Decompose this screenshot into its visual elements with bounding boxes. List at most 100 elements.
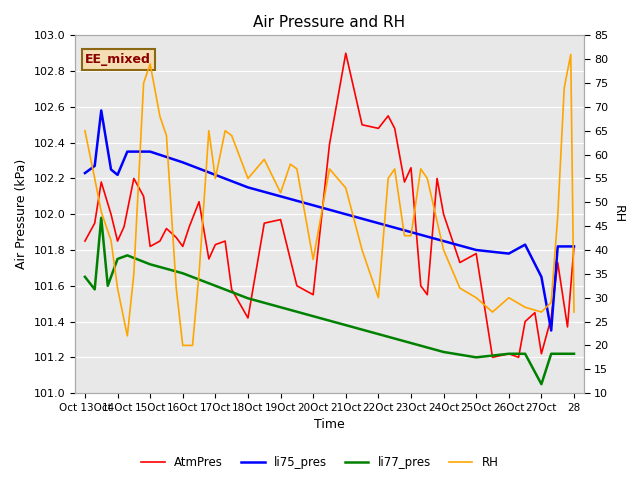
RH bbox=[244, 176, 252, 181]
li75_pres bbox=[211, 172, 219, 178]
RH bbox=[81, 128, 89, 133]
li77_pres bbox=[472, 354, 480, 360]
li75_pres bbox=[521, 242, 529, 248]
RH bbox=[547, 300, 555, 305]
RH bbox=[107, 238, 115, 243]
li75_pres bbox=[554, 243, 561, 249]
AtmPres bbox=[401, 179, 408, 185]
RH bbox=[172, 285, 180, 291]
RH bbox=[293, 166, 301, 172]
AtmPres bbox=[97, 179, 105, 185]
li75_pres bbox=[547, 328, 555, 334]
RH bbox=[505, 295, 513, 300]
RH bbox=[472, 295, 480, 300]
Y-axis label: Air Pressure (kPa): Air Pressure (kPa) bbox=[15, 159, 28, 269]
li77_pres bbox=[81, 274, 89, 280]
AtmPres bbox=[120, 224, 128, 229]
RH bbox=[130, 271, 138, 277]
AtmPres bbox=[374, 125, 382, 131]
AtmPres bbox=[391, 125, 399, 131]
li75_pres bbox=[440, 238, 447, 244]
RH bbox=[456, 285, 464, 291]
Line: li77_pres: li77_pres bbox=[85, 218, 574, 384]
AtmPres bbox=[309, 292, 317, 298]
RH bbox=[179, 343, 187, 348]
RH bbox=[221, 128, 229, 133]
RH bbox=[114, 285, 122, 291]
RH bbox=[211, 176, 219, 181]
RH bbox=[124, 333, 131, 339]
AtmPres bbox=[521, 319, 529, 324]
AtmPres bbox=[91, 220, 99, 226]
AtmPres bbox=[342, 50, 349, 56]
AtmPres bbox=[163, 226, 170, 231]
Line: li75_pres: li75_pres bbox=[85, 110, 574, 331]
RH bbox=[440, 247, 447, 253]
AtmPres bbox=[538, 351, 545, 357]
li75_pres bbox=[244, 184, 252, 190]
AtmPres bbox=[489, 354, 497, 360]
RH bbox=[97, 209, 105, 215]
AtmPres bbox=[107, 211, 115, 217]
RH bbox=[140, 80, 147, 86]
RH bbox=[554, 214, 561, 219]
AtmPres bbox=[211, 242, 219, 248]
AtmPres bbox=[244, 315, 252, 321]
li75_pres bbox=[374, 220, 382, 226]
AtmPres bbox=[140, 193, 147, 199]
RH bbox=[287, 161, 294, 167]
li75_pres bbox=[472, 247, 480, 253]
AtmPres bbox=[505, 351, 513, 357]
RH bbox=[147, 61, 154, 67]
li75_pres bbox=[179, 159, 187, 165]
RH bbox=[91, 176, 99, 181]
Legend: AtmPres, li75_pres, li77_pres, RH: AtmPres, li75_pres, li77_pres, RH bbox=[136, 452, 504, 474]
li75_pres bbox=[107, 167, 115, 172]
Line: RH: RH bbox=[85, 54, 574, 346]
RH bbox=[407, 233, 415, 239]
AtmPres bbox=[385, 113, 392, 119]
AtmPres bbox=[147, 243, 154, 249]
Line: AtmPres: AtmPres bbox=[85, 53, 574, 357]
RH bbox=[309, 257, 317, 263]
AtmPres bbox=[358, 122, 366, 128]
li77_pres bbox=[505, 351, 513, 357]
li77_pres bbox=[104, 283, 111, 288]
AtmPres bbox=[547, 315, 555, 321]
AtmPres bbox=[195, 199, 203, 204]
li77_pres bbox=[521, 351, 529, 357]
li77_pres bbox=[124, 252, 131, 258]
X-axis label: Time: Time bbox=[314, 419, 345, 432]
RH bbox=[417, 166, 424, 172]
AtmPres bbox=[114, 238, 122, 244]
AtmPres bbox=[570, 243, 578, 249]
AtmPres bbox=[260, 220, 268, 226]
li75_pres bbox=[91, 163, 99, 169]
AtmPres bbox=[515, 354, 522, 360]
AtmPres bbox=[228, 287, 236, 292]
AtmPres bbox=[417, 283, 424, 288]
RH bbox=[342, 185, 349, 191]
AtmPres bbox=[205, 256, 212, 262]
RH bbox=[358, 247, 366, 253]
AtmPres bbox=[326, 142, 333, 147]
RH bbox=[538, 309, 545, 315]
li77_pres bbox=[570, 351, 578, 357]
li77_pres bbox=[179, 270, 187, 276]
AtmPres bbox=[130, 176, 138, 181]
AtmPres bbox=[172, 235, 180, 240]
RH bbox=[156, 114, 164, 120]
RH bbox=[205, 128, 212, 133]
AtmPres bbox=[456, 260, 464, 265]
AtmPres bbox=[186, 224, 193, 229]
li75_pres bbox=[505, 251, 513, 256]
RH bbox=[189, 343, 196, 348]
li75_pres bbox=[407, 229, 415, 235]
AtmPres bbox=[221, 238, 229, 244]
li77_pres bbox=[97, 215, 105, 221]
AtmPres bbox=[424, 292, 431, 298]
RH bbox=[424, 176, 431, 181]
li77_pres bbox=[554, 351, 561, 357]
RH bbox=[374, 295, 382, 300]
AtmPres bbox=[440, 211, 447, 217]
